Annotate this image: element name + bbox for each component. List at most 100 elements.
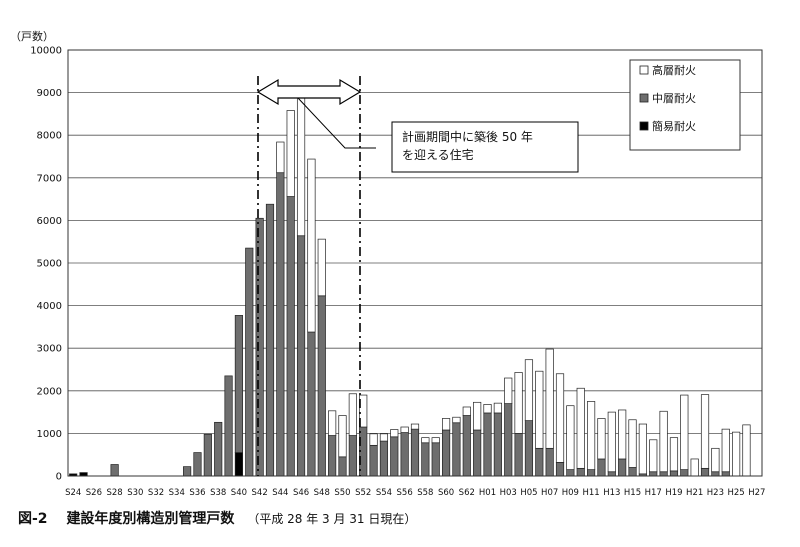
bar-high-H12: [597, 418, 606, 460]
bar-mid-S45: [286, 196, 295, 477]
x-tick-label: S58: [417, 488, 433, 498]
bar-mid-S54: [379, 440, 389, 477]
bar-high-S54: [379, 433, 389, 442]
bar-high-H22: [700, 394, 710, 469]
callout-leader-line: [297, 97, 376, 149]
bar-mid-H23: [711, 471, 720, 477]
bar-mid-H04: [514, 433, 523, 477]
bar-mid-S44: [276, 172, 285, 477]
bar-high-H14: [618, 409, 627, 460]
bar-mid-S55: [390, 436, 399, 477]
x-tick-label: H25: [727, 488, 744, 498]
bar-high-S49: [328, 410, 337, 436]
figure-number: 図-2: [18, 511, 48, 527]
period-double-arrow: [256, 78, 362, 106]
y-tick-label: 7000: [37, 173, 62, 184]
x-tick-label: S30: [127, 488, 143, 498]
bar-high-H25: [732, 431, 741, 477]
bar-high-S59: [431, 437, 440, 444]
bar-mid-S48: [317, 295, 326, 477]
bar-high-S45: [286, 110, 295, 197]
x-tick-label: S46: [293, 488, 309, 498]
bar-high-H13: [607, 411, 616, 473]
bar-mid-S57: [410, 428, 420, 477]
bar-mid-S59: [431, 442, 440, 477]
bar-mid-S50: [338, 456, 347, 477]
bar-high-H01: [483, 404, 492, 414]
x-tick-label: H13: [603, 488, 620, 498]
grid-lines: [68, 92, 762, 434]
legend-swatch-mid: [639, 93, 649, 103]
bar-high-S44: [276, 141, 285, 174]
bar-high-S50: [338, 415, 347, 458]
y-tick-labels: 0 1000 2000 3000 4000 5000 6000 7000 8000 9000 100…: [30, 46, 62, 483]
bar-mid-H14: [618, 458, 627, 477]
legend-swatch-high: [639, 65, 649, 75]
x-tick-label: H07: [541, 488, 558, 498]
x-tick-label: H23: [707, 488, 724, 498]
y-tick-label: 10000: [30, 46, 62, 57]
bar-high-H11: [587, 401, 596, 470]
x-tick-label: S26: [86, 488, 102, 498]
x-tick-labels: S24 S26 S28 S30 S32 S34 S36 S38 S40 S42 S44 S46 S48 S…: [65, 488, 765, 498]
bar-mid-H09: [566, 469, 575, 477]
bar-high-S46: [296, 96, 306, 237]
plot-frame: [67, 49, 763, 477]
bar-high-H21: [690, 458, 699, 477]
x-tick-label: S52: [355, 488, 371, 498]
bar-high-S52: [359, 394, 368, 428]
bar-mid-S63: [473, 429, 482, 477]
bar-mid-H11: [587, 469, 596, 477]
x-tick-label: S62: [459, 488, 475, 498]
x-tick-label: S28: [107, 488, 123, 498]
bar-mid-H20: [680, 469, 689, 477]
bar-high-S62: [462, 406, 471, 416]
bar-mid-S42: [255, 217, 264, 477]
x-tick-label: S38: [210, 488, 226, 498]
bar-mid-S47: [307, 331, 316, 477]
bar-mid-S56: [400, 432, 409, 477]
x-tick-label: H17: [645, 488, 662, 498]
x-tick-label: S34: [169, 488, 185, 498]
x-tick-label: S40: [231, 488, 247, 498]
x-tick-label: H27: [748, 488, 765, 498]
figure-note: （平成 28 年 3 月 31 日現在）: [247, 512, 417, 526]
legend-swatch-simple: [639, 121, 649, 131]
y-tick-label: 8000: [37, 131, 62, 142]
figure-caption: 図-2 建設年度別構造別管理戸数 （平成 28 年 3 月 31 日現在）: [18, 508, 416, 528]
bar-high-S63: [473, 401, 482, 431]
x-tick-label: H01: [479, 488, 496, 498]
legend-label-mid: 中層耐火: [652, 92, 696, 105]
x-tick-label: S56: [397, 488, 413, 498]
bar-mid-S58: [421, 442, 430, 477]
bar-high-H09: [566, 405, 575, 470]
bar-mid-S28: [110, 464, 119, 477]
callout-text: 計画期間中に築後 50 年を迎える住宅: [402, 129, 533, 162]
callout-box: [391, 121, 579, 173]
x-tick-label: H09: [562, 488, 579, 498]
x-tick-label: S24: [65, 488, 81, 498]
bar-mid-S37: [203, 433, 212, 477]
x-tick-label: S60: [438, 488, 454, 498]
y-tick-label: 5000: [37, 259, 62, 270]
bar-mid-S40: [234, 315, 243, 453]
bar-high-H10: [576, 387, 585, 469]
bar-mid-S46: [296, 235, 306, 477]
bar-high-H08: [555, 373, 565, 463]
bar-mid-H19: [669, 470, 679, 477]
bar-high-H20: [680, 394, 689, 470]
bar-mid-H07: [545, 447, 554, 477]
bar-mid-H05: [524, 420, 534, 477]
bar-mid-S36: [193, 452, 202, 477]
bar-mid-H15: [628, 467, 637, 477]
bar-simple-S25: [79, 472, 88, 477]
bar-high-S58: [421, 437, 430, 444]
legend-label-simple: 簡易耐火: [652, 119, 696, 133]
bar-high-S48: [317, 238, 326, 297]
legend-label-high: 高層耐火: [652, 63, 696, 77]
bar-high-S47: [307, 158, 316, 333]
bar-high-S60: [442, 418, 451, 431]
bar-mid-S51: [348, 435, 357, 477]
